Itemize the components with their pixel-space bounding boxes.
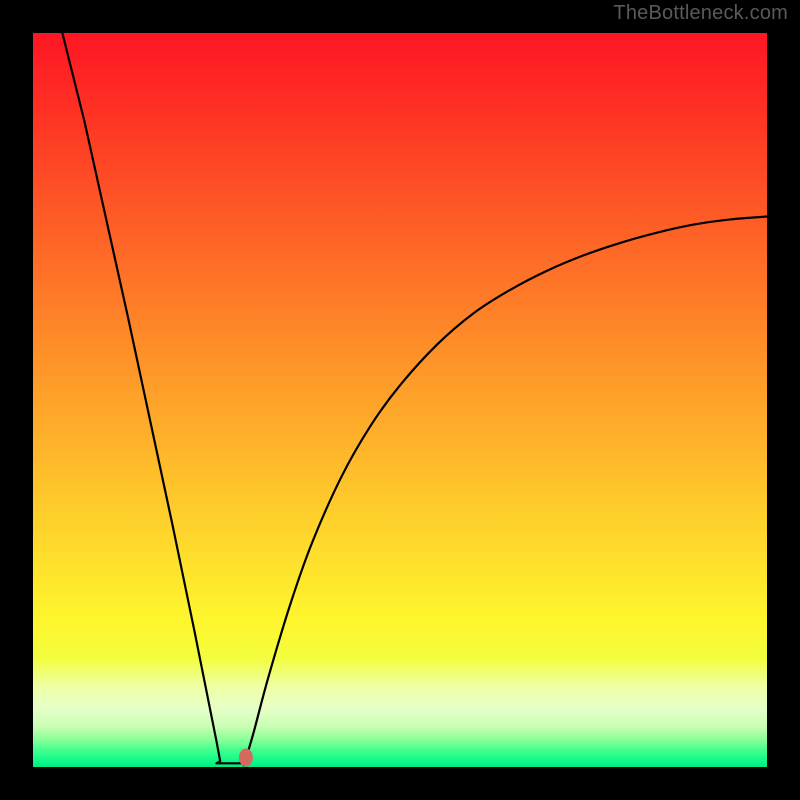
watermark-text: TheBottleneck.com	[613, 2, 788, 25]
chart-background	[33, 33, 767, 767]
optimum-marker	[239, 748, 253, 766]
chart-svg	[33, 33, 767, 767]
chart-plot-area	[33, 33, 767, 767]
